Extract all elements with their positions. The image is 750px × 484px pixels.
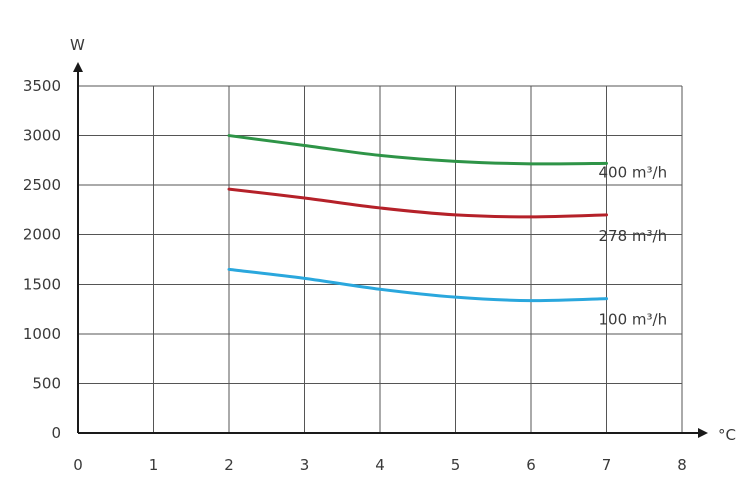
series-label-3: 100 m³/h — [599, 311, 668, 329]
x-tick-label: 3 — [300, 456, 310, 474]
series-layer — [227, 134, 608, 303]
tick-labels: 0 1 2 3 4 5 6 7 8 0 500 1000 1500 2000 2500 3000 3500 W °C — [23, 36, 736, 474]
axes — [73, 62, 708, 438]
grid — [78, 85, 683, 433]
x-axis-arrow-icon — [698, 428, 708, 438]
y-tick-label: 3500 — [23, 77, 61, 95]
series-labels: 400 m³/h 278 m³/h 100 m³/h — [599, 163, 668, 328]
x-tick-label: 8 — [677, 456, 687, 474]
series-line-2 — [227, 187, 608, 219]
y-tick-label: 500 — [32, 374, 61, 392]
y-tick-label: 1500 — [23, 275, 61, 293]
y-tick-label: 2500 — [23, 176, 61, 194]
x-tick-label: 2 — [224, 456, 234, 474]
x-tick-label: 0 — [73, 456, 83, 474]
y-tick-label: 3000 — [23, 127, 61, 145]
y-axis-title: W — [70, 36, 85, 54]
series-label-1: 400 m³/h — [599, 163, 668, 181]
x-tick-label: 1 — [149, 456, 159, 474]
x-tick-label: 5 — [451, 456, 461, 474]
x-tick-label: 7 — [602, 456, 612, 474]
series-line-1 — [227, 134, 608, 166]
x-tick-label: 6 — [526, 456, 536, 474]
y-tick-label: 0 — [51, 424, 61, 442]
x-axis-title: °C — [718, 426, 736, 444]
series-line-3 — [227, 267, 608, 303]
y-tick-label: 2000 — [23, 226, 61, 244]
y-tick-label: 1000 — [23, 325, 61, 343]
series-label-2: 278 m³/h — [599, 227, 668, 245]
x-tick-label: 4 — [375, 456, 385, 474]
y-axis-arrow-icon — [73, 62, 83, 72]
